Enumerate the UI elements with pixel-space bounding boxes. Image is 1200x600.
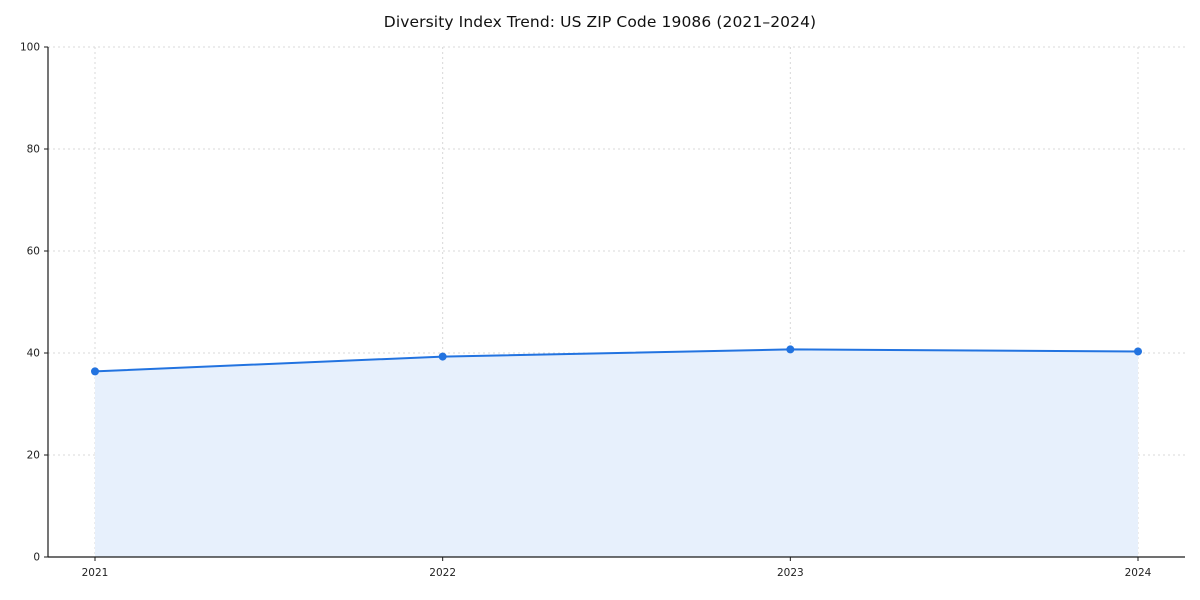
trend-line [94, 348, 1139, 373]
data-point [1134, 347, 1142, 356]
x-tick-label: 2022 [429, 567, 456, 579]
y-tick-label: 80 [27, 144, 40, 156]
y-tick-label: 20 [27, 450, 40, 462]
data-point [91, 367, 99, 376]
y-tick-label: 40 [27, 348, 40, 360]
chart-title: Diversity Index Trend: US ZIP Code 19086… [383, 13, 817, 31]
x-tick-label: 2023 [777, 567, 804, 579]
area-fill [95, 349, 1138, 557]
data-point [438, 352, 447, 361]
data-point [786, 345, 795, 354]
y-tick-label: 100 [20, 42, 40, 54]
x-tick-label: 2021 [82, 567, 109, 579]
y-tick-label: 0 [33, 552, 40, 564]
y-tick-label: 60 [27, 246, 40, 258]
x-tick-label: 2024 [1125, 567, 1152, 579]
